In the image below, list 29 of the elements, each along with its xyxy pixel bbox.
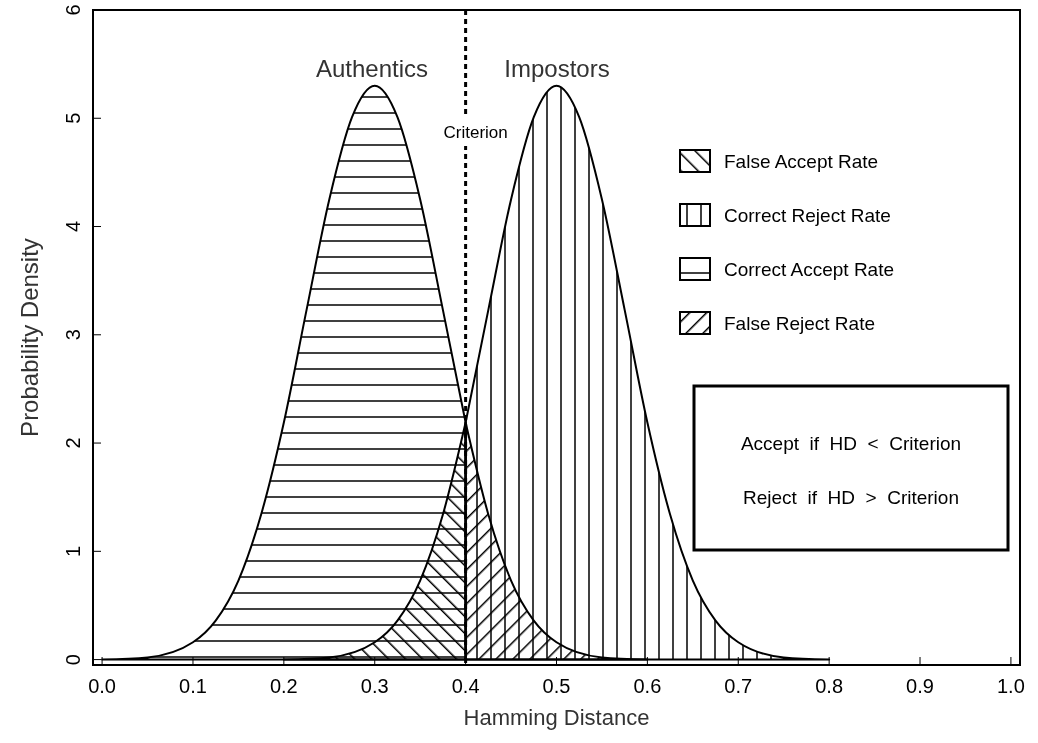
y-tick-label: 5 bbox=[62, 112, 84, 124]
x-tick-label: 0.5 bbox=[542, 675, 571, 697]
x-tick-label: 0.2 bbox=[269, 675, 298, 697]
annotation: Reject if HD > Criterion bbox=[743, 487, 959, 508]
y-tick-label: 6 bbox=[62, 4, 84, 16]
y-tick-label: 2 bbox=[62, 437, 84, 449]
y-tick-label: 0 bbox=[62, 654, 84, 666]
y-tick-label: 1 bbox=[62, 545, 84, 557]
x-tick-label: 0.8 bbox=[815, 675, 844, 697]
x-tick-label: 1.0 bbox=[997, 675, 1025, 697]
annotation: Impostors bbox=[504, 55, 610, 82]
legend-label: False Reject Rate bbox=[724, 313, 876, 334]
legend-label: False Accept Rate bbox=[724, 151, 879, 172]
x-axis-title: Hamming Distance bbox=[463, 705, 650, 730]
x-tick-label: 0.7 bbox=[724, 675, 753, 697]
legend-label: Correct Reject Rate bbox=[724, 205, 891, 226]
x-tick-label: 0.6 bbox=[633, 675, 662, 697]
x-tick-label: 0.3 bbox=[360, 675, 389, 697]
y-axis-title: Probability Density bbox=[16, 238, 43, 437]
ref-line-label: Criterion bbox=[443, 123, 508, 142]
y-tick-label: 4 bbox=[62, 220, 84, 233]
legend-label: Correct Accept Rate bbox=[724, 259, 895, 280]
x-tick-label: 0.0 bbox=[88, 675, 116, 697]
x-tick-label: 0.9 bbox=[906, 675, 934, 697]
annotation: Authentics bbox=[315, 55, 429, 82]
x-tick-label: 0.1 bbox=[179, 675, 207, 697]
x-tick-label: 0.4 bbox=[451, 675, 480, 697]
y-tick-label: 3 bbox=[62, 329, 84, 341]
annotation: Accept if HD < Criterion bbox=[740, 433, 962, 454]
